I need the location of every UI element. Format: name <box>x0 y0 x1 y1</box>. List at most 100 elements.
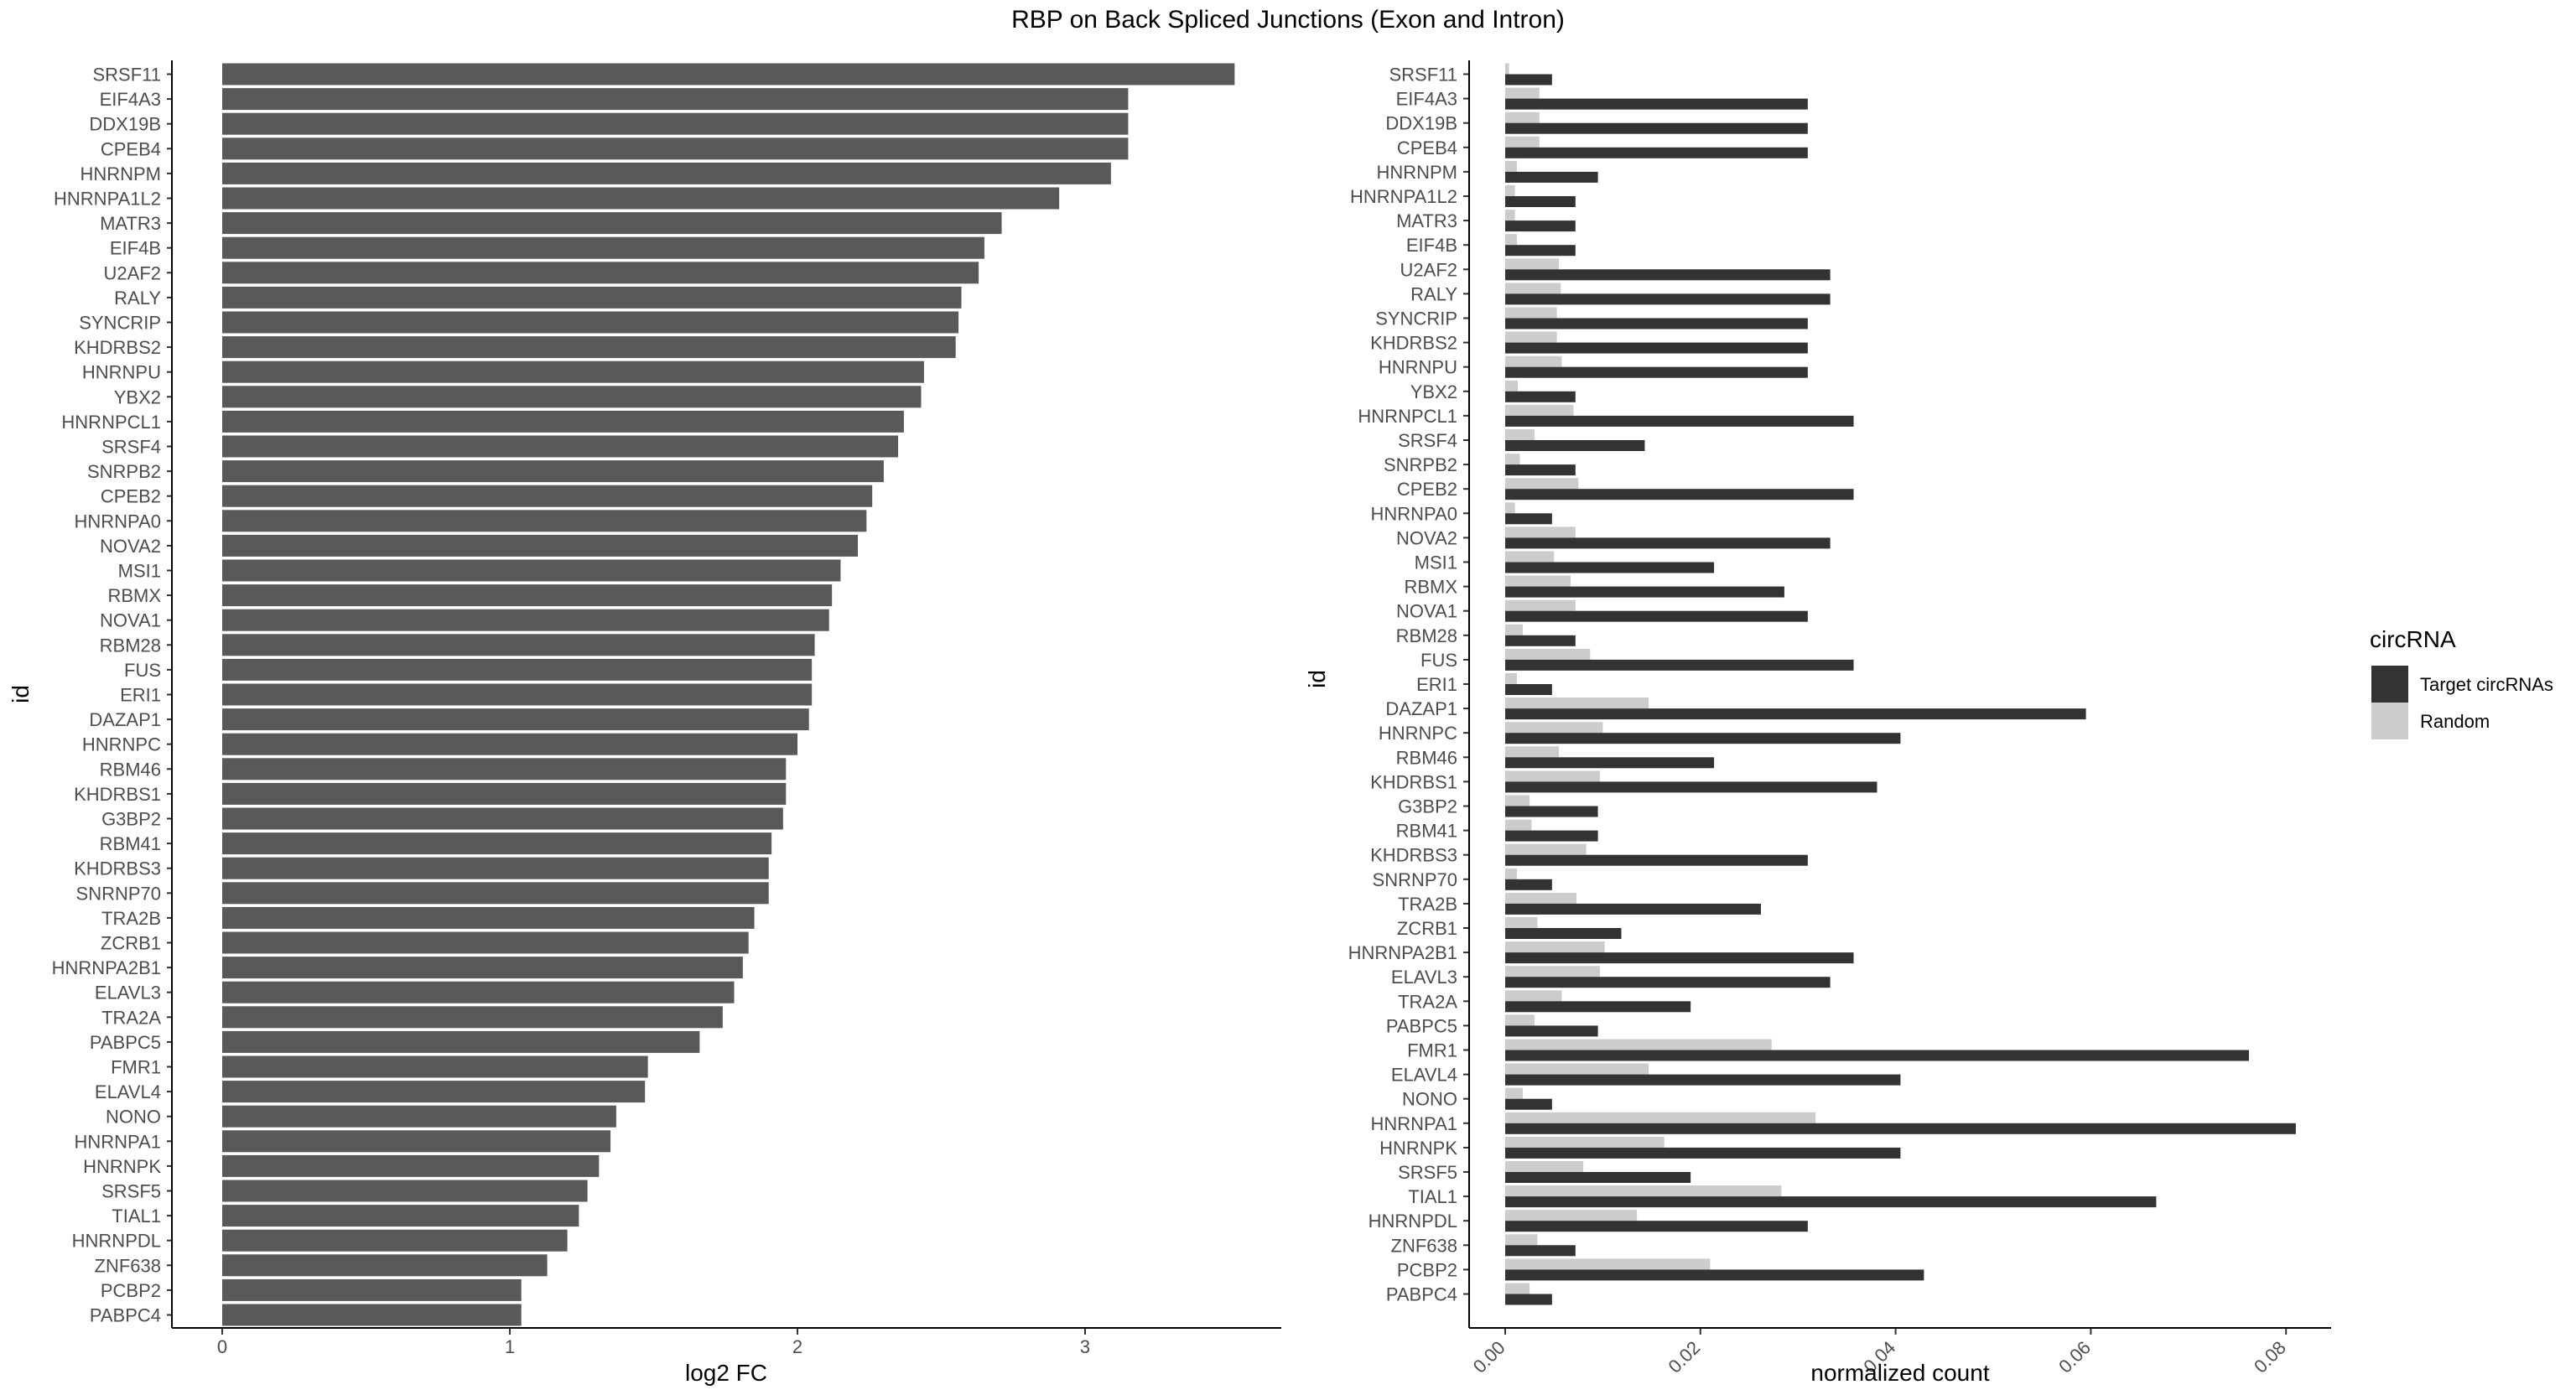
bar-log2fc-snrnp70 <box>222 882 769 905</box>
y-tick-label-ddx19b: DDX19B <box>89 114 161 135</box>
y-tick-label-rbmx: RBMX <box>1404 577 1457 598</box>
bar-random-rbmx <box>1505 575 1571 587</box>
y-tick-label-znf638: ZNF638 <box>1391 1235 1457 1256</box>
bar-log2fc-eif4b <box>222 236 984 259</box>
bar-random-hnrnpk <box>1505 1136 1665 1148</box>
bar-random-cpeb4 <box>1505 136 1540 148</box>
y-tick-label-hnrnpc: HNRNPC <box>82 734 161 755</box>
bar-random-snrpb2 <box>1505 454 1520 465</box>
y-tick-label-hnrnpk: HNRNPK <box>83 1156 161 1177</box>
bar-random-hnrnpu <box>1505 355 1562 367</box>
y-tick-label-khdrbs2: KHDRBS2 <box>74 337 161 358</box>
bar-random-msi1 <box>1505 551 1555 563</box>
y-tick-label-syncrip: SYNCRIP <box>1375 309 1457 329</box>
y-tick-label-fus: FUS <box>1420 650 1457 671</box>
legend-label-random: Random <box>2420 711 2490 732</box>
bar-log2fc-tra2a <box>222 1006 723 1029</box>
bar-random-hnrnpc <box>1505 722 1603 734</box>
bar-target-rbm46 <box>1505 757 1715 769</box>
bar-log2fc-srsf11 <box>222 63 1235 86</box>
bar-log2fc-pabpc5 <box>222 1030 700 1053</box>
bar-target-hnrnpa1l2 <box>1505 196 1576 207</box>
y-tick-label-u2af2: U2AF2 <box>104 262 161 283</box>
chart-title: RBP on Back Spliced Junctions (Exon and … <box>1011 6 1565 34</box>
bar-random-nono <box>1505 1087 1523 1099</box>
bar-random-zcrb1 <box>1505 917 1538 928</box>
y-tick-label-raly: RALY <box>114 288 161 309</box>
y-tick-label-eif4b: EIF4B <box>1406 235 1457 256</box>
y-tick-label-srsf11: SRSF11 <box>92 65 161 86</box>
bar-target-hnrnpa2b1 <box>1505 952 1854 964</box>
bar-log2fc-rbm28 <box>222 634 815 656</box>
bar-random-hnrnpdl <box>1505 1210 1638 1221</box>
bar-target-tra2b <box>1505 903 1761 915</box>
bar-random-khdrbs3 <box>1505 843 1587 855</box>
bar-log2fc-hnrnpa1 <box>222 1130 611 1153</box>
bar-target-eif4a3 <box>1505 98 1808 110</box>
bar-log2fc-khdrbs3 <box>222 857 769 879</box>
bar-random-syncrip <box>1505 307 1557 319</box>
bar-target-pabpc4 <box>1505 1294 1552 1305</box>
bar-target-srsf5 <box>1505 1172 1691 1183</box>
bar-log2fc-srsf4 <box>222 435 899 458</box>
right-category-labels: SRSF11 EIF4A3 DDX19B CPEB4 HNRNPM HNRNPA1L2 MA… <box>1348 65 1458 1305</box>
y-tick-label-srsf4: SRSF4 <box>101 437 161 458</box>
y-tick-label-elavl4: ELAVL4 <box>1391 1065 1457 1086</box>
bar-target-hnrnpu <box>1505 366 1808 378</box>
y-tick-label-dazap1: DAZAP1 <box>89 709 161 730</box>
y-tick-label-nova1: NOVA1 <box>100 610 161 631</box>
bar-target-dazap1 <box>1505 708 2086 720</box>
y-tick-label-ybx2: YBX2 <box>1410 381 1457 402</box>
left-bars <box>222 63 1235 1326</box>
bar-random-cpeb2 <box>1505 478 1579 490</box>
bar-target-srsf11 <box>1505 74 1552 86</box>
y-tick-label-dazap1: DAZAP1 <box>1385 698 1457 719</box>
y-tick-label-elavl3: ELAVL3 <box>1391 967 1457 988</box>
x-tick-label: 0.06 <box>2054 1337 2095 1377</box>
y-tick-label-rbm41: RBM41 <box>1396 821 1457 842</box>
bar-target-srsf4 <box>1505 440 1645 451</box>
bar-random-khdrbs2 <box>1505 331 1557 343</box>
bar-log2fc-snrpb2 <box>222 460 884 483</box>
bar-log2fc-elavl3 <box>222 981 735 1003</box>
bar-target-ddx19b <box>1505 122 1808 134</box>
y-tick-label-g3bp2: G3BP2 <box>1398 796 1457 817</box>
bar-random-tra2b <box>1505 892 1576 904</box>
bar-target-hnrnpk <box>1505 1147 1901 1159</box>
x-tick-label: 0.00 <box>1469 1337 1509 1377</box>
bar-random-rbm46 <box>1505 746 1560 758</box>
x-tick-label: 3 <box>1080 1336 1090 1357</box>
bar-target-hnrnpa0 <box>1505 513 1552 525</box>
y-tick-label-tial1: TIAL1 <box>1408 1186 1457 1207</box>
bar-log2fc-hnrnpu <box>222 360 924 383</box>
bar-log2fc-nono <box>222 1105 616 1128</box>
bar-random-hnrnpa0 <box>1505 502 1515 514</box>
bar-random-ddx19b <box>1505 111 1540 123</box>
y-tick-label-nono: NONO <box>1402 1089 1457 1110</box>
y-tick-label-pabpc4: PABPC4 <box>90 1305 161 1326</box>
bar-random-srsf11 <box>1505 63 1509 75</box>
y-tick-label-hnrnpcl1: HNRNPCL1 <box>61 412 161 433</box>
y-tick-label-nova2: NOVA2 <box>100 536 161 557</box>
bar-target-cpeb4 <box>1505 147 1808 158</box>
y-tick-label-fmr1: FMR1 <box>111 1057 161 1078</box>
bar-random-fmr1 <box>1505 1039 1772 1050</box>
y-tick-label-srsf5: SRSF5 <box>101 1181 161 1202</box>
bar-target-snrpb2 <box>1505 464 1576 476</box>
y-tick-label-hnrnpm: HNRNPM <box>80 163 161 184</box>
y-tick-label-cpeb2: CPEB2 <box>1397 479 1457 500</box>
y-tick-label-rbm28: RBM28 <box>1396 625 1457 646</box>
bar-random-raly <box>1505 283 1561 294</box>
y-tick-label-rbmx: RBMX <box>107 585 161 606</box>
y-tick-label-g3bp2: G3BP2 <box>101 809 161 830</box>
bar-target-hnrnpm <box>1505 171 1598 183</box>
bar-target-khdrbs1 <box>1505 781 1877 793</box>
bar-target-hnrnpa1 <box>1505 1123 2296 1134</box>
bar-target-matr3 <box>1505 220 1576 232</box>
y-tick-label-eif4a3: EIF4A3 <box>100 89 161 110</box>
bar-target-zcrb1 <box>1505 928 1622 939</box>
bar-random-nova2 <box>1505 526 1576 538</box>
bar-log2fc-rbm46 <box>222 758 787 780</box>
y-tick-label-srsf4: SRSF4 <box>1398 430 1457 451</box>
bar-target-nova2 <box>1505 537 1831 549</box>
